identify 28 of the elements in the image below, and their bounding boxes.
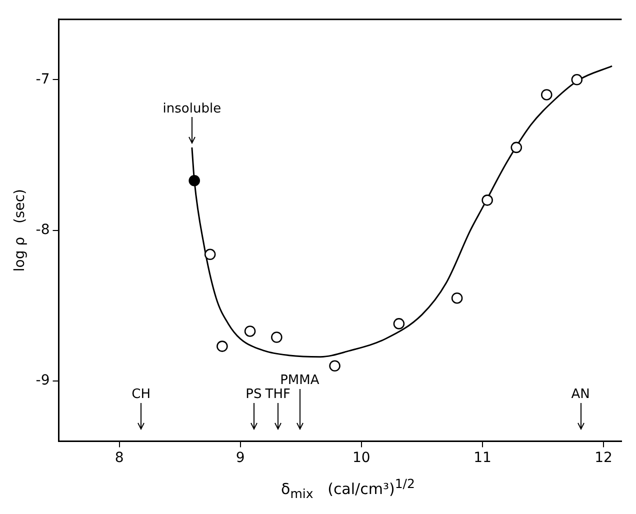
x-tick-label: 12 <box>594 450 612 466</box>
y-axis-title: log ρ (sec) <box>12 189 28 272</box>
ref-line-label: THF <box>264 387 290 402</box>
point <box>244 326 256 337</box>
point <box>216 340 228 352</box>
x-tick-label: 10 <box>352 450 370 466</box>
point <box>482 194 493 206</box>
point <box>393 318 405 330</box>
x-axis-title: δ$_{mix}$ (cal/cm³)$^{1/2}$ <box>280 476 416 501</box>
ref-line-label: CH <box>132 387 151 402</box>
point <box>510 142 522 154</box>
ref-line-label: PS <box>246 387 262 402</box>
point <box>188 174 200 186</box>
point <box>571 74 583 86</box>
ref-line-label: AN <box>571 387 590 402</box>
point <box>451 292 463 304</box>
annotation: insoluble <box>162 101 222 116</box>
y-tick-label: -9 <box>36 372 50 389</box>
y-tick-label: -8 <box>36 222 50 238</box>
x-tick-label: 9 <box>236 450 245 466</box>
ref-line-label: PMMA <box>280 373 320 388</box>
point <box>204 248 216 260</box>
point <box>271 332 282 343</box>
point <box>329 360 340 372</box>
y-tick-label: -7 <box>36 71 50 88</box>
point <box>540 89 552 100</box>
x-tick-label: 11 <box>474 450 492 466</box>
x-tick-label: 8 <box>114 450 124 466</box>
